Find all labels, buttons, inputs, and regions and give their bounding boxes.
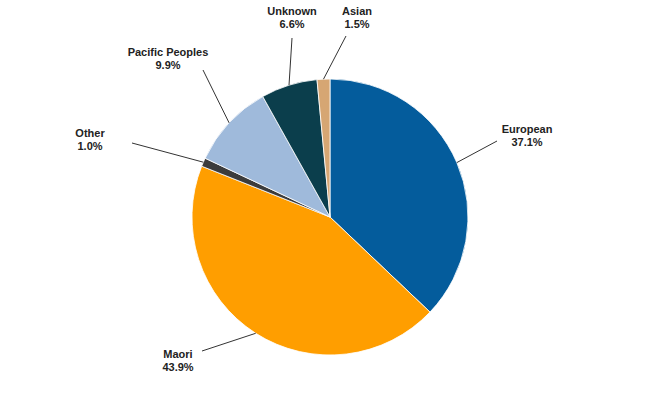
pie-slice	[263, 80, 330, 217]
label-value: 9.9%	[155, 59, 180, 71]
label-category: Pacific Peoples	[128, 46, 209, 58]
label-value: 1.0%	[77, 140, 102, 152]
label-category: Asian	[342, 5, 372, 17]
label-category: Other	[75, 127, 105, 139]
labels: European37.1% Maori43.9% Other1.0% Pacific …	[75, 5, 552, 373]
data-label: Unknown6.6%	[267, 5, 317, 30]
data-label: European37.1%	[502, 123, 553, 148]
label-value: 6.6%	[279, 18, 304, 30]
label-category: European	[502, 123, 553, 135]
data-label: Maori43.9%	[162, 348, 193, 373]
label-category: Maori	[163, 348, 192, 360]
label-value: 43.9%	[162, 361, 193, 373]
label-value: 1.5%	[344, 18, 369, 30]
leader-line	[323, 36, 346, 79]
leader-line	[132, 143, 203, 162]
chart: European37.1% Maori43.9% Other1.0% Pacific …	[0, 0, 650, 394]
leader-line	[202, 333, 256, 351]
label-category: Unknown	[267, 5, 317, 17]
leader-line	[289, 38, 292, 85]
data-label: Pacific Peoples9.9%	[128, 46, 209, 71]
label-value: 37.1%	[511, 136, 542, 148]
pie-slice	[317, 79, 330, 217]
data-label: Other1.0%	[75, 127, 105, 152]
pie	[192, 79, 468, 355]
data-label: Asian1.5%	[342, 5, 372, 30]
leader-line	[457, 141, 497, 163]
leader-line	[203, 70, 229, 123]
